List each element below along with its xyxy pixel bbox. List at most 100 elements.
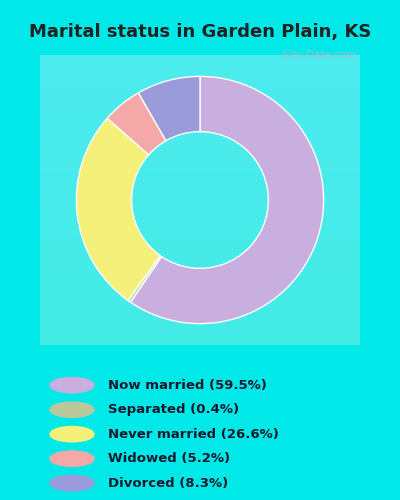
Bar (40, 314, 360, 316)
Bar (40, 188, 360, 192)
Bar (40, 302, 360, 304)
Bar (40, 66, 360, 69)
Bar (40, 165, 360, 168)
Bar (40, 84, 360, 86)
Bar (40, 261, 360, 264)
Bar (40, 206, 360, 208)
Bar (40, 133, 360, 136)
Bar (40, 284, 360, 288)
Bar (40, 316, 360, 320)
Bar (40, 238, 360, 240)
Bar (40, 101, 360, 104)
Wedge shape (130, 76, 324, 324)
Bar (40, 264, 360, 267)
Bar (40, 224, 360, 226)
Bar (40, 110, 360, 112)
Bar (40, 186, 360, 188)
Bar (40, 54, 360, 58)
Bar (40, 176, 360, 180)
Bar (40, 256, 360, 258)
Bar (40, 334, 360, 336)
Bar (40, 322, 360, 325)
Bar (40, 168, 360, 171)
Bar (40, 299, 360, 302)
Wedge shape (107, 93, 166, 155)
Bar (40, 282, 360, 284)
Bar (40, 310, 360, 314)
Bar (40, 272, 360, 276)
Bar (40, 148, 360, 150)
Bar (40, 60, 360, 64)
Bar (40, 258, 360, 261)
Text: Now married (59.5%): Now married (59.5%) (108, 378, 267, 392)
Bar (40, 174, 360, 176)
Bar (40, 304, 360, 308)
Bar (40, 340, 360, 342)
Bar (40, 75, 360, 78)
Circle shape (50, 378, 94, 393)
Bar (40, 194, 360, 197)
Bar (40, 240, 360, 244)
Bar (40, 244, 360, 246)
Bar (40, 293, 360, 296)
Bar (40, 325, 360, 328)
Bar (40, 192, 360, 194)
Bar (40, 69, 360, 72)
Bar (40, 218, 360, 220)
Wedge shape (138, 76, 200, 140)
Bar (40, 122, 360, 124)
Bar (40, 136, 360, 139)
Circle shape (50, 476, 94, 491)
Bar (40, 212, 360, 214)
Bar (40, 171, 360, 174)
Bar (40, 276, 360, 278)
Bar (40, 162, 360, 165)
Bar (40, 320, 360, 322)
Text: Divorced (8.3%): Divorced (8.3%) (108, 476, 228, 490)
Bar (40, 278, 360, 281)
Bar (40, 267, 360, 270)
Bar (40, 252, 360, 256)
Bar (40, 342, 360, 345)
Bar (40, 331, 360, 334)
Bar (40, 296, 360, 299)
Bar (40, 128, 360, 130)
Bar (40, 235, 360, 238)
Bar (40, 116, 360, 118)
Bar (40, 144, 360, 148)
Text: Widowed (5.2%): Widowed (5.2%) (108, 452, 230, 465)
Bar (40, 232, 360, 235)
Bar (40, 197, 360, 200)
Bar (40, 72, 360, 75)
Bar (40, 78, 360, 80)
Bar (40, 288, 360, 290)
Bar (40, 246, 360, 250)
Bar (40, 200, 360, 203)
Text: Separated (0.4%): Separated (0.4%) (108, 403, 239, 416)
Bar (40, 308, 360, 310)
Bar (40, 328, 360, 331)
Bar (40, 160, 360, 162)
Bar (40, 90, 360, 92)
Bar (40, 156, 360, 160)
Bar (40, 142, 360, 144)
Bar (40, 250, 360, 252)
Bar (40, 58, 360, 60)
Text: Marital status in Garden Plain, KS: Marital status in Garden Plain, KS (29, 22, 371, 40)
Circle shape (50, 426, 94, 442)
Wedge shape (76, 118, 160, 300)
Bar (40, 208, 360, 212)
Bar (40, 214, 360, 218)
Text: Never married (26.6%): Never married (26.6%) (108, 428, 279, 440)
Bar (40, 182, 360, 186)
Bar (40, 226, 360, 229)
Bar (40, 112, 360, 116)
Wedge shape (128, 256, 162, 302)
Bar (40, 180, 360, 182)
Text: City-Data.com: City-Data.com (283, 50, 357, 59)
Bar (40, 107, 360, 110)
Bar (40, 139, 360, 142)
Bar (40, 80, 360, 84)
Bar (40, 86, 360, 90)
Bar (40, 270, 360, 272)
